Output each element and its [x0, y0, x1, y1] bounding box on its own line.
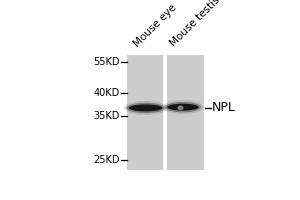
Ellipse shape: [129, 104, 163, 111]
Ellipse shape: [177, 104, 184, 112]
Ellipse shape: [162, 100, 203, 114]
Text: 55KD: 55KD: [94, 57, 120, 67]
Bar: [127, 55, 164, 170]
Ellipse shape: [124, 101, 167, 115]
Ellipse shape: [178, 106, 183, 110]
Ellipse shape: [167, 104, 199, 111]
Bar: [167, 55, 204, 170]
Text: Mouse eye: Mouse eye: [132, 2, 178, 49]
Text: 25KD: 25KD: [94, 155, 120, 165]
Text: Mouse testis: Mouse testis: [169, 0, 222, 49]
Text: 40KD: 40KD: [94, 88, 120, 98]
Ellipse shape: [165, 102, 201, 112]
Ellipse shape: [177, 105, 184, 111]
Text: 35KD: 35KD: [94, 111, 120, 121]
Text: NPL: NPL: [212, 101, 236, 114]
Ellipse shape: [126, 103, 165, 113]
